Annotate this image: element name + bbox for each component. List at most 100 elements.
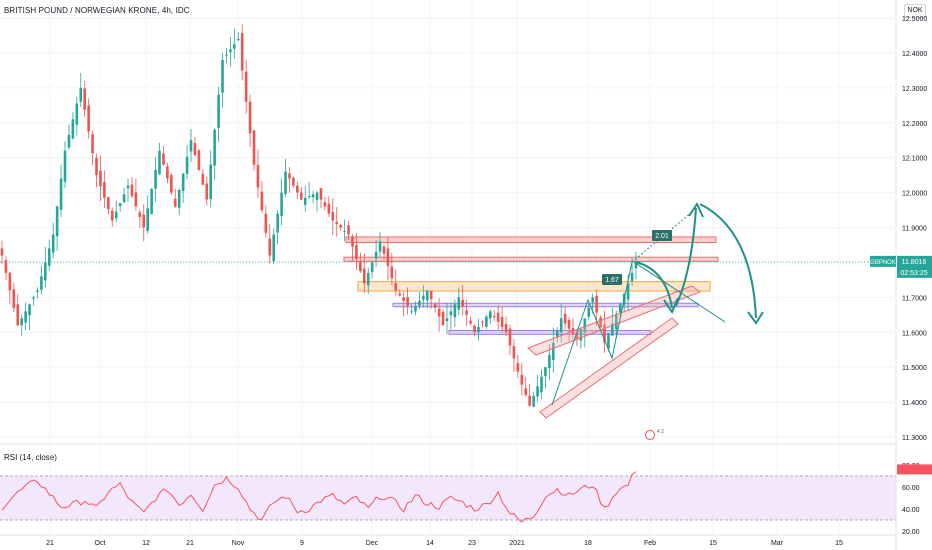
candle [24, 302, 27, 331]
candle [603, 310, 606, 354]
candle-body [162, 153, 165, 165]
price-tick-label: 11.3000 [902, 435, 927, 442]
price-tag-countdown: 02:53:25 [900, 270, 927, 277]
projection-line [633, 261, 726, 323]
candle-body [500, 317, 504, 328]
candle-body [370, 262, 374, 273]
candle-body [170, 175, 173, 193]
candle [126, 178, 130, 203]
candle-body [103, 182, 106, 198]
candle-body [461, 299, 465, 307]
candle [20, 314, 23, 336]
candle [504, 316, 508, 337]
candle [307, 181, 311, 199]
candle-body [4, 260, 8, 273]
rsi-series-line [1, 471, 637, 523]
candle [362, 253, 366, 293]
candle-body [185, 156, 189, 174]
candle-body [51, 234, 55, 253]
candle [567, 317, 571, 342]
candle-body [87, 105, 90, 132]
candle [402, 291, 405, 317]
candle-body [548, 354, 551, 369]
candle [445, 302, 449, 335]
candle-body [488, 311, 492, 319]
candle [75, 97, 79, 136]
candle-body [418, 300, 421, 306]
candle-body [248, 101, 252, 134]
candle [256, 149, 260, 198]
candle [138, 209, 142, 229]
candle [634, 251, 638, 280]
candle [158, 142, 161, 176]
candle [142, 204, 146, 242]
candle-body [28, 304, 31, 316]
candle [555, 326, 559, 343]
time-tick-label: 12 [142, 540, 150, 547]
curved-arrow-up [675, 207, 697, 307]
candle-body [347, 225, 350, 235]
candle-body [618, 304, 622, 313]
candle-body [398, 293, 402, 296]
candle-body [268, 238, 272, 256]
candle-body [173, 198, 177, 207]
candle [343, 219, 346, 242]
candle-body [595, 295, 598, 313]
time-tick-label: 23 [468, 540, 476, 547]
candle [162, 145, 165, 166]
candle [233, 28, 236, 59]
candle [201, 168, 205, 186]
candle-body [512, 346, 516, 359]
candle-body [374, 251, 378, 259]
candle [418, 291, 421, 310]
candle-body [394, 283, 398, 291]
candle [374, 240, 378, 267]
candle [355, 232, 358, 271]
candle-body [264, 213, 268, 233]
candle-body [465, 310, 468, 315]
candle-body [75, 103, 79, 125]
candle-body [240, 33, 244, 71]
candle [150, 187, 153, 215]
candle [441, 309, 445, 326]
resistance-zone-mid [343, 256, 719, 262]
candle-body [284, 171, 287, 194]
candle-body [453, 304, 457, 318]
fib-label-b: 2.01 [655, 233, 669, 240]
price-tick-label: 12.0000 [902, 191, 927, 198]
candle-body [469, 320, 472, 324]
fib-label-b-bg [652, 230, 672, 241]
candle [559, 304, 563, 343]
candle [240, 24, 244, 81]
time-tick-label: 2021 [509, 540, 525, 547]
time-tick-label: 21 [46, 540, 54, 547]
rsi-tick-label: 60.00 [902, 485, 920, 492]
currency-label[interactable]: NOK [904, 4, 926, 18]
candle-body [79, 87, 83, 102]
candle-body [40, 276, 43, 290]
time-tick-label: Oct [95, 540, 106, 547]
candle-body [366, 272, 370, 286]
candle [63, 141, 67, 189]
candle [260, 180, 264, 213]
candle [248, 94, 252, 148]
ideas-badge: 4 2 [657, 429, 664, 435]
candle [331, 198, 335, 236]
price-tick-label: 11.5000 [902, 365, 927, 372]
candle [327, 195, 331, 218]
candle-body [138, 212, 142, 218]
price-tag-value: 11.8016 [902, 259, 927, 266]
candle [524, 376, 528, 397]
rsi-line [1, 471, 637, 523]
candle [166, 162, 169, 184]
candle-body [63, 150, 67, 182]
candle-body [473, 325, 476, 333]
candle [351, 234, 354, 262]
candle-body [615, 313, 618, 330]
projection-dotted-line [631, 211, 693, 263]
candle-body [429, 290, 433, 300]
arrow-head [663, 297, 679, 315]
candle-body [563, 313, 567, 324]
candle-body [567, 319, 571, 329]
